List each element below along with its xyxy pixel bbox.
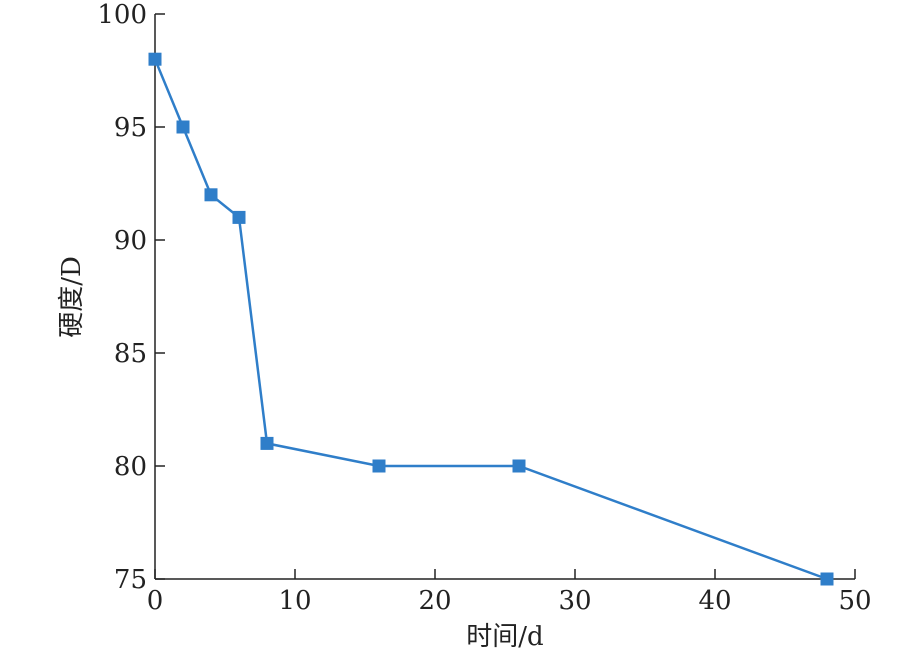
y-axis-title: 硬度/D xyxy=(57,256,87,338)
ticks: 0 10 20 30 40 50 75 80 85 90 95 100 xyxy=(97,0,871,616)
data-markers xyxy=(148,52,834,586)
x-axis-title: 时间/d xyxy=(466,622,543,652)
y-tick-label: 100 xyxy=(97,0,147,30)
y-tick-label: 75 xyxy=(114,565,147,595)
data-point-marker xyxy=(204,188,218,202)
y-tick-label: 80 xyxy=(114,452,147,482)
data-point-marker xyxy=(260,436,274,450)
x-tick-label: 30 xyxy=(558,586,591,616)
x-tick-label: 20 xyxy=(418,586,451,616)
x-tick-label: 10 xyxy=(278,586,311,616)
series-line xyxy=(153,58,828,581)
y-tick-label: 90 xyxy=(114,226,147,256)
axes xyxy=(154,14,855,580)
y-tick-label: 85 xyxy=(114,339,147,369)
data-point-marker xyxy=(148,52,162,66)
x-tick-label: 0 xyxy=(147,586,164,616)
data-point-marker xyxy=(372,459,386,473)
x-tick-label: 50 xyxy=(838,586,871,616)
data-point-marker xyxy=(232,210,246,224)
data-point-marker xyxy=(820,572,834,586)
x-tick-label: 40 xyxy=(698,586,731,616)
data-point-marker xyxy=(176,120,190,134)
y-tick-label: 95 xyxy=(114,113,147,143)
data-point-marker xyxy=(512,459,526,473)
